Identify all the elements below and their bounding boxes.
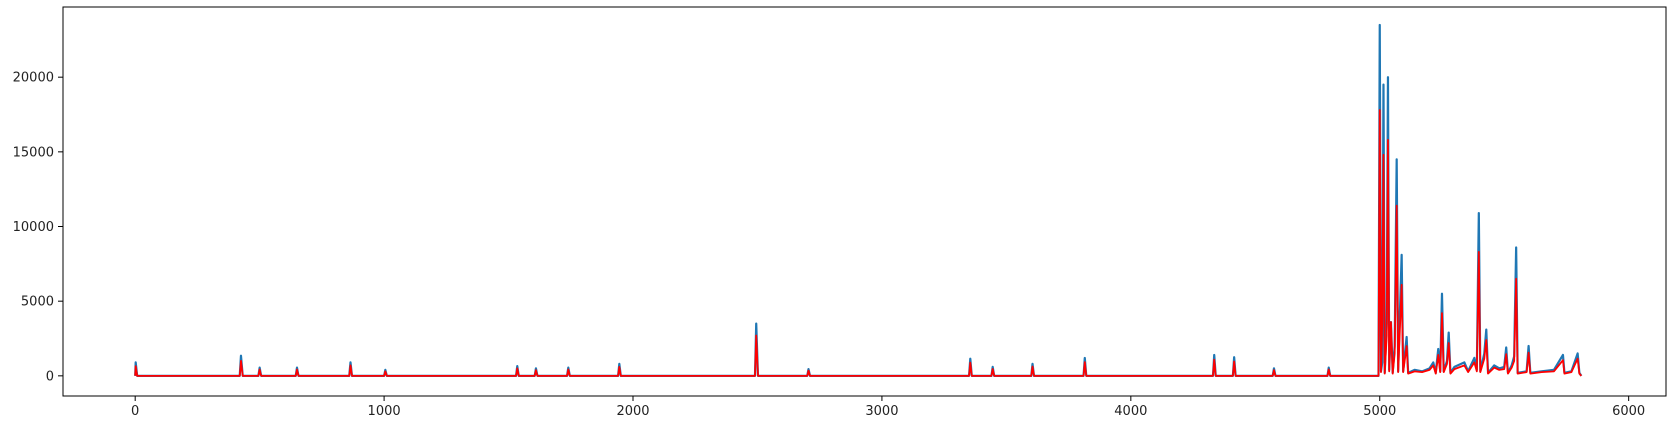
y-tick-label: 10000	[13, 220, 54, 235]
x-tick-label: 0	[131, 404, 139, 419]
x-tick-label: 2000	[616, 404, 649, 419]
series-line-2	[134, 109, 1583, 377]
y-tick-label: 0	[46, 369, 54, 384]
x-tick-label: 4000	[1114, 404, 1147, 419]
y-axis: 0 5000 10000 15000 20000	[13, 71, 63, 384]
x-axis: 0 1000 2000 3000 4000 5000 6000	[131, 396, 1645, 419]
x-tick-label: 3000	[865, 404, 898, 419]
x-tick-label: 6000	[1612, 404, 1645, 419]
x-tick-label: 1000	[368, 404, 401, 419]
y-tick-label: 20000	[13, 71, 54, 86]
y-tick-label: 5000	[21, 295, 54, 310]
series-layer	[134, 23, 1583, 377]
plot-area-frame	[62, 6, 1667, 397]
y-tick-label: 15000	[13, 145, 54, 160]
x-tick-label: 5000	[1363, 404, 1396, 419]
